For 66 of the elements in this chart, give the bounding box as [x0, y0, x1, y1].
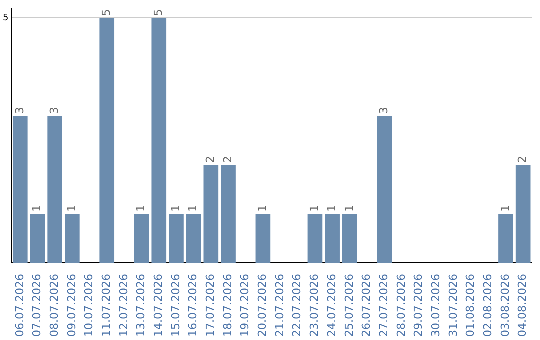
x-tick-label: 26.07.2026 — [360, 274, 374, 338]
bar — [134, 214, 150, 264]
data-label: 1 — [65, 205, 78, 212]
data-label: 1 — [169, 205, 182, 212]
x-tick-label: 31.07.2026 — [446, 274, 460, 338]
data-label: 5 — [100, 9, 113, 16]
bar — [342, 214, 358, 264]
data-label: 1 — [134, 205, 148, 212]
x-tick-label: 14.07.2026 — [152, 274, 165, 338]
data-label: 3 — [13, 107, 26, 114]
bar — [204, 165, 219, 264]
data-label: 5 — [152, 9, 165, 16]
x-tick-label: 09.07.2026 — [65, 274, 78, 338]
data-label: 1 — [498, 205, 512, 212]
data-label: 3 — [48, 107, 61, 114]
data-label: 1 — [325, 205, 338, 212]
data-label: 1 — [256, 205, 270, 212]
data-label: 3 — [377, 107, 390, 114]
bar — [30, 214, 46, 264]
x-tick-label: 12.07.2026 — [117, 274, 130, 338]
x-tick-label: 23.07.2026 — [308, 274, 322, 338]
bar — [65, 214, 80, 264]
data-label: 1 — [342, 205, 356, 212]
bar — [12, 116, 28, 264]
x-tick-label: 08.07.2026 — [48, 274, 61, 338]
bar — [152, 18, 167, 264]
x-tick-label: 27.07.2026 — [377, 274, 390, 338]
x-tick-label: 30.07.2026 — [429, 274, 442, 338]
x-tick-label: 02.08.2026 — [482, 274, 495, 338]
x-tick-label: 28.07.2026 — [394, 274, 408, 338]
bar — [100, 18, 115, 264]
x-tick-label: 06.07.2026 — [13, 274, 26, 338]
x-tick-label: 07.07.2026 — [30, 274, 44, 338]
bar — [186, 214, 202, 264]
bar — [377, 116, 392, 264]
x-tick-label: 29.07.2026 — [412, 274, 426, 338]
bar — [308, 214, 323, 264]
x-tick-label: 15.07.2026 — [169, 274, 182, 338]
bar — [256, 214, 271, 264]
x-tick-label: 03.08.2026 — [498, 274, 512, 338]
x-tick-label: 24.07.2026 — [325, 274, 338, 338]
data-label: 1 — [308, 205, 322, 212]
data-label: 1 — [186, 205, 200, 212]
bar — [516, 165, 531, 264]
bar — [48, 116, 62, 264]
x-tick-label: 21.07.2026 — [273, 274, 286, 338]
x-tick-label: 20.07.2026 — [256, 274, 270, 338]
x-tick-label: 25.07.2026 — [342, 274, 356, 338]
data-label: 2 — [516, 156, 530, 164]
bar — [169, 214, 184, 264]
x-tick-label: 13.07.2026 — [134, 274, 148, 338]
x-tick-label: 19.07.2026 — [238, 274, 252, 338]
x-tick-label: 04.08.2026 — [516, 274, 530, 338]
data-label: 2 — [221, 156, 234, 164]
data-label: 1 — [30, 205, 44, 212]
x-tick-label: 22.07.2026 — [290, 274, 304, 338]
x-tick-label: 17.07.2026 — [204, 274, 218, 338]
data-label: 2 — [204, 156, 218, 164]
bar — [325, 214, 340, 264]
x-tick-label: 10.07.2026 — [82, 274, 96, 338]
x-tick-label: 18.07.2026 — [221, 274, 234, 338]
x-tick-label: 16.07.2026 — [186, 274, 200, 338]
bar — [221, 165, 236, 264]
bar — [498, 214, 514, 264]
x-tick-label: 11.07.2026 — [100, 274, 113, 338]
x-tick-label: 01.08.2026 — [464, 274, 478, 338]
